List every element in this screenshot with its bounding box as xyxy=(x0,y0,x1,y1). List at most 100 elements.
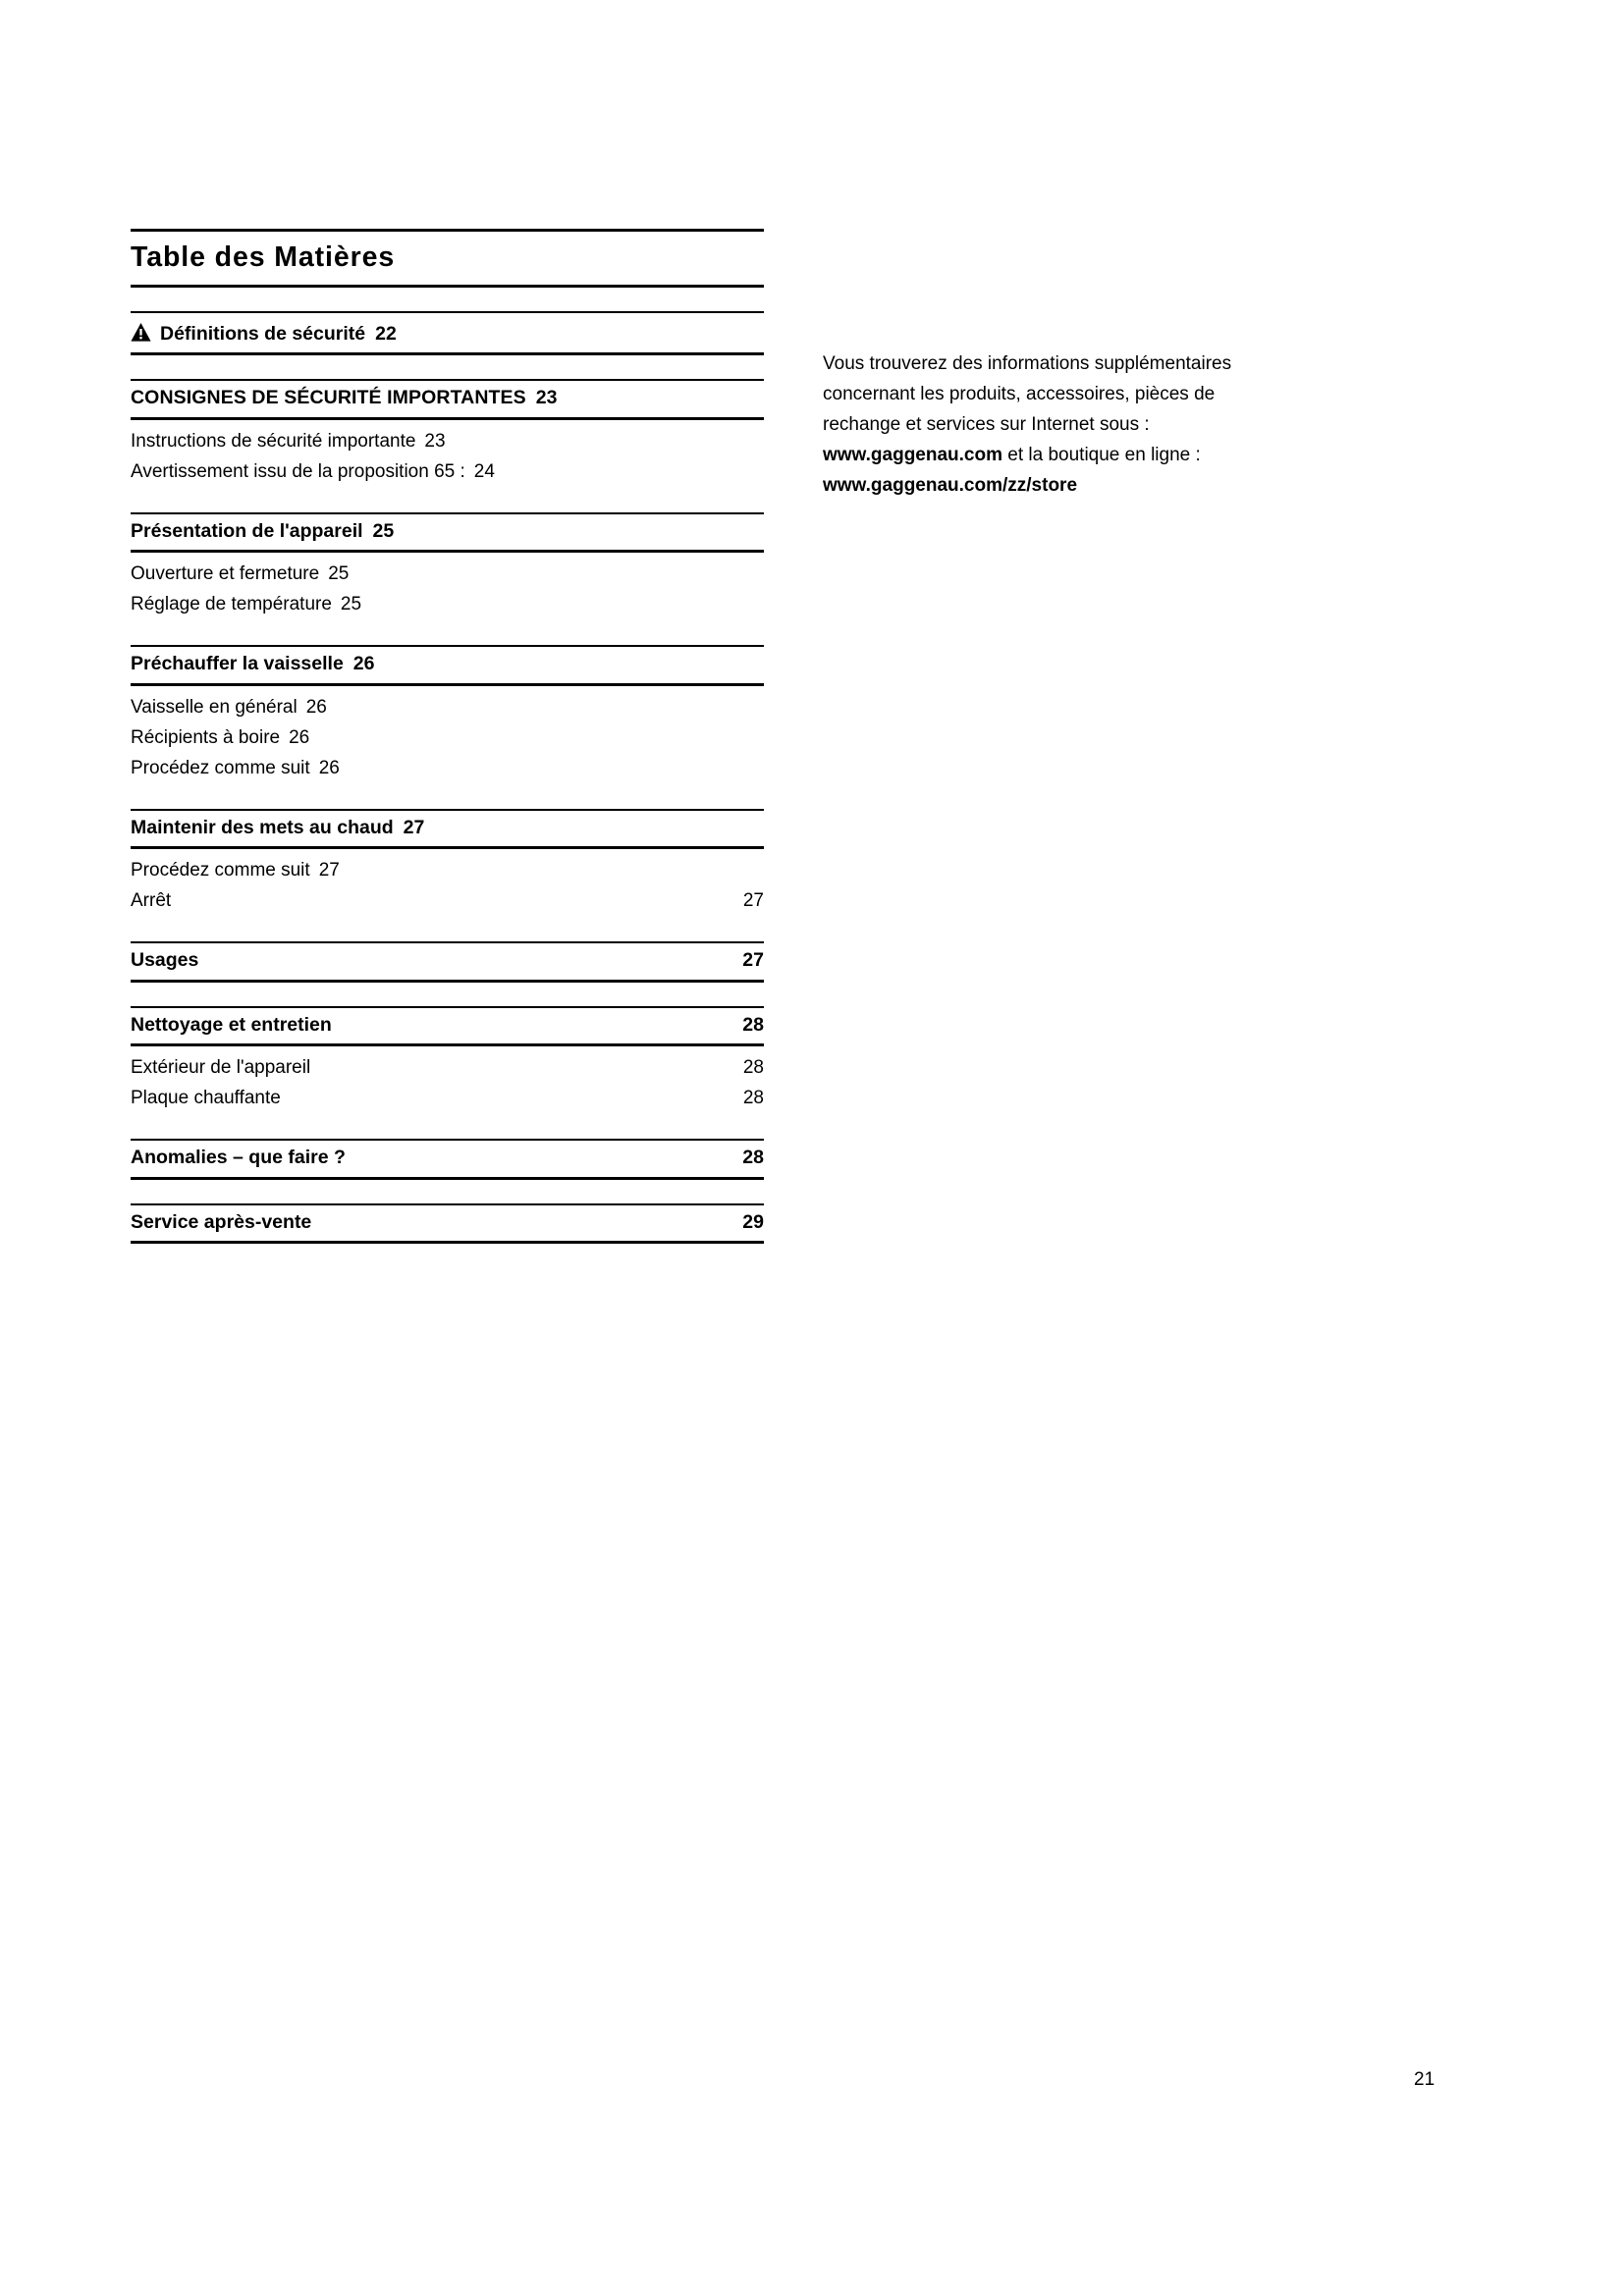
toc-subitems: Procédez comme suit 27 Arrêt 27 xyxy=(131,849,764,916)
toc-entry-label: Extérieur de l'appareil xyxy=(131,1057,311,1078)
toc-entry-page: 27 xyxy=(318,860,340,881)
toc-section-anomalies-que-faire: Anomalies – que faire ? 28 xyxy=(131,1139,764,1180)
toc-heading-consignes-de-securite-importantes[interactable]: CONSIGNES DE SÉCURITÉ IMPORTANTES 23 xyxy=(131,381,764,417)
toc-heading-maintenir-des-mets-au-chaud[interactable]: Maintenir des mets au chaud 27 xyxy=(131,811,764,847)
toc-heading-page: 27 xyxy=(742,949,764,971)
toc-heading-label: Définitions de sécurité xyxy=(160,322,366,345)
section-gap xyxy=(131,355,764,379)
toc-heading-usages[interactable]: Usages 27 xyxy=(131,943,764,980)
warning-triangle-icon xyxy=(131,322,151,342)
toc-heading-page: 27 xyxy=(403,816,425,838)
toc-entry-label: Vaisselle en général xyxy=(131,696,298,718)
toc-heading-label: Anomalies – que faire ? xyxy=(131,1147,346,1168)
section-gap xyxy=(131,487,764,512)
section-rule-top xyxy=(131,511,764,514)
store-line: www.gaggenau.com/zz/store xyxy=(823,470,1412,501)
toc-entry[interactable]: Procédez comme suit 27 xyxy=(131,855,764,885)
toc-entry-page: 26 xyxy=(318,757,340,778)
website-link-main[interactable]: www.gaggenau.com xyxy=(823,445,1002,465)
section-rule-bottom xyxy=(131,1241,764,1244)
section-rule-top xyxy=(131,1005,764,1008)
title-block: Table des Matières xyxy=(131,229,764,288)
toc-entry[interactable]: Extérieur de l'appareil 28 xyxy=(131,1052,764,1083)
toc-entry-label: Récipients à boire xyxy=(131,726,281,748)
toc-entry-label: Avertissement issu de la proposition 65 … xyxy=(131,460,465,482)
section-rule-top xyxy=(131,1202,764,1205)
section-rule-bottom xyxy=(131,416,764,420)
toc-heading-label: Nettoyage et entretien xyxy=(131,1013,332,1036)
toc-subitems: Vaisselle en général 26 Récipients à boire… xyxy=(131,686,764,783)
toc-entry-label: Procédez comme suit xyxy=(131,757,310,778)
toc-section-consignes-de-securite-importantes: CONSIGNES DE SÉCURITÉ IMPORTANTES 23 Instr… xyxy=(131,379,764,487)
toc-entry-label: Réglage de température xyxy=(131,594,332,614)
section-rule-bottom xyxy=(131,550,764,553)
section-rule-top xyxy=(131,941,764,943)
section-rule-top xyxy=(131,1139,764,1141)
section-gap xyxy=(131,1113,764,1139)
toc-subitems: Extérieur de l'appareil 28 Plaque chauffan… xyxy=(131,1046,764,1113)
toc-heading-page: 28 xyxy=(742,1147,764,1168)
toc-entry[interactable]: Arrêt 27 xyxy=(131,885,764,916)
toc-entry-page: 28 xyxy=(742,1057,764,1078)
toc-entry[interactable]: Ouverture et fermeture 25 xyxy=(131,559,764,589)
toc-section-presentation-de-l-appareil: Présentation de l'appareil 25 Ouverture et… xyxy=(131,511,764,620)
toc-entry[interactable]: Réglage de température 25 xyxy=(131,589,764,619)
section-rule-top xyxy=(131,645,764,647)
toc-heading-presentation-de-l-appareil[interactable]: Présentation de l'appareil 25 xyxy=(131,514,764,551)
toc-section-service-apres-vente: Service après-vente 29 xyxy=(131,1202,764,1244)
title-rule-top xyxy=(131,229,764,232)
page-title: Table des Matières xyxy=(131,241,396,273)
section-gap xyxy=(131,619,764,645)
toc-heading-page: 22 xyxy=(375,322,397,345)
toc-heading-page: 25 xyxy=(372,519,395,542)
title-rule-bottom xyxy=(131,284,764,288)
section-rule-bottom xyxy=(131,1043,764,1046)
toc-entry[interactable]: Récipients à boire 26 xyxy=(131,722,764,753)
section-gap xyxy=(131,916,764,941)
toc-section-usages: Usages 27 xyxy=(131,941,764,983)
section-gap xyxy=(131,983,764,1006)
toc-heading-page: 23 xyxy=(535,387,558,408)
website-line: www.gaggenau.com et la boutique en ligne… xyxy=(823,440,1412,470)
toc-heading-prechauffer-la-vaisselle[interactable]: Préchauffer la vaisselle 26 xyxy=(131,647,764,683)
toc-heading-label: Maintenir des mets au chaud xyxy=(131,816,394,838)
info-line: rechange et services sur Internet sous : xyxy=(823,414,1150,435)
section-rule-bottom xyxy=(131,682,764,686)
section-rule-bottom xyxy=(131,1176,764,1180)
toc-heading-nettoyage-et-entretien[interactable]: Nettoyage et entretien 28 xyxy=(131,1008,764,1044)
toc-entry[interactable]: Instructions de sécurité importante 23 xyxy=(131,426,764,456)
toc-entry[interactable]: Vaisselle en général 26 xyxy=(131,692,764,722)
page-number: 21 xyxy=(1414,2069,1435,2090)
toc-heading-label: Préchauffer la vaisselle xyxy=(131,653,344,674)
toc-heading-page: 28 xyxy=(742,1013,764,1036)
toc-entry-label: Procédez comme suit xyxy=(131,860,310,881)
toc-heading-anomalies-que-faire[interactable]: Anomalies – que faire ? 28 xyxy=(131,1141,764,1177)
toc-entry-page: 23 xyxy=(424,430,446,452)
toc-entry-page: 27 xyxy=(742,890,764,911)
toc-heading-page: 29 xyxy=(742,1210,764,1233)
toc-heading-service-apres-vente[interactable]: Service après-vente 29 xyxy=(131,1205,764,1242)
toc-entry-label: Arrêt xyxy=(131,890,172,911)
info-line: concernant les produits, accessoires, pi… xyxy=(823,384,1216,404)
website-line-suffix: et la boutique en ligne : xyxy=(1002,445,1201,465)
toc-heading-page: 26 xyxy=(352,653,375,674)
toc-entry[interactable]: Avertissement issu de la proposition 65 … xyxy=(131,456,764,487)
toc-heading-definitions-de-securite[interactable]: Définitions de sécurité 22 xyxy=(131,313,764,353)
section-rule-bottom xyxy=(131,846,764,849)
table-of-contents: Table des Matières Définitions de sécuri… xyxy=(131,229,764,1244)
info-line: Vous trouverez des informations suppléme… xyxy=(823,353,1232,374)
website-link-store[interactable]: www.gaggenau.com/zz/store xyxy=(823,475,1078,496)
toc-heading-label: CONSIGNES DE SÉCURITÉ IMPORTANTES xyxy=(131,387,526,408)
toc-subitems: Ouverture et fermeture 25 Réglage de tempé… xyxy=(131,553,764,619)
toc-entry-label: Ouverture et fermeture xyxy=(131,563,320,584)
section-rule-bottom xyxy=(131,979,764,983)
toc-entry[interactable]: Plaque chauffante 28 xyxy=(131,1083,764,1113)
title-gap xyxy=(131,288,764,311)
toc-entry[interactable]: Procédez comme suit 26 xyxy=(131,753,764,783)
toc-entry-page: 28 xyxy=(742,1088,764,1108)
toc-entry-page: 24 xyxy=(473,460,495,482)
toc-heading-label: Service après-vente xyxy=(131,1210,312,1233)
section-rule-bottom xyxy=(131,352,764,355)
section-rule-top xyxy=(131,379,764,381)
